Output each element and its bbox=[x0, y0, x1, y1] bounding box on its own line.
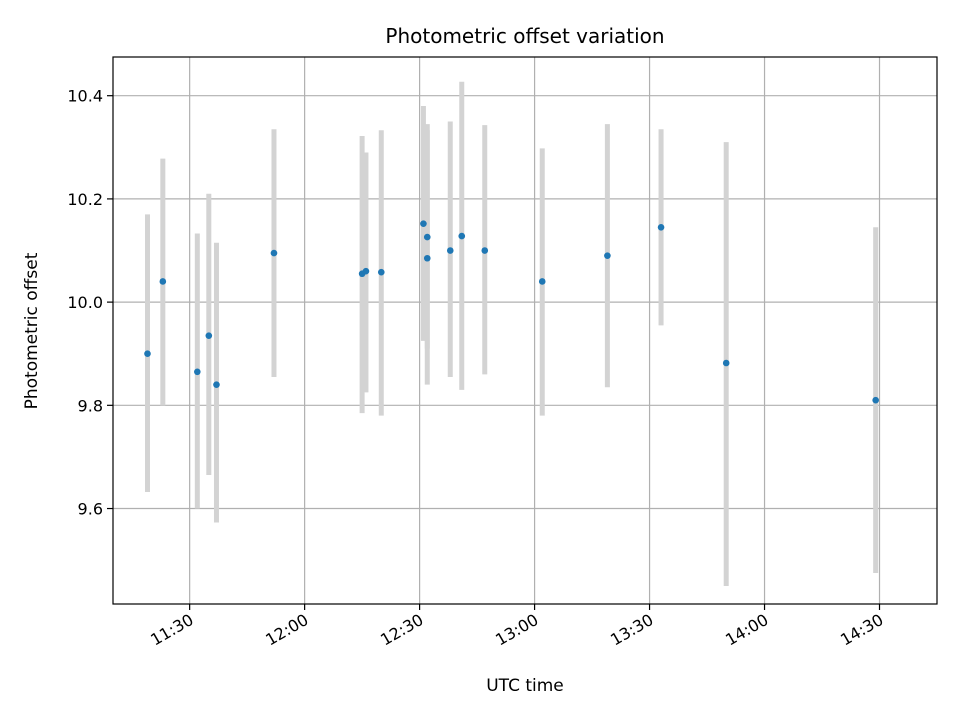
y-axis-title: Photometric offset bbox=[22, 252, 42, 409]
y-tick-label: 9.8 bbox=[78, 396, 103, 415]
data-point bbox=[377, 268, 385, 276]
x-tick-label: 14:30 bbox=[837, 610, 886, 650]
data-point bbox=[481, 247, 489, 254]
x-tick-label: 14:00 bbox=[722, 610, 771, 650]
data-point bbox=[722, 359, 730, 367]
data-point bbox=[362, 267, 370, 275]
y-tick-label: 10.2 bbox=[67, 190, 103, 209]
data-point bbox=[872, 396, 879, 404]
data-point bbox=[657, 223, 665, 231]
grid-layer bbox=[113, 57, 937, 604]
data-point bbox=[423, 254, 431, 262]
chart-title: Photometric offset variation bbox=[385, 24, 664, 48]
plot-area-frame bbox=[112, 56, 938, 605]
data-point bbox=[604, 252, 611, 259]
data-point bbox=[194, 368, 201, 376]
y-tick-label: 10.4 bbox=[67, 87, 103, 106]
data-point bbox=[205, 332, 213, 339]
data-point bbox=[270, 249, 278, 257]
data-point bbox=[446, 247, 454, 254]
x-tick-label: 12:30 bbox=[377, 610, 426, 650]
data-point-layer bbox=[144, 220, 879, 404]
y-tick-label: 9.6 bbox=[78, 500, 103, 519]
x-tick-label: 13:00 bbox=[492, 610, 541, 650]
data-point bbox=[159, 278, 167, 285]
data-point bbox=[458, 232, 466, 240]
data-point bbox=[420, 220, 427, 227]
y-tick-label: 10.0 bbox=[67, 293, 103, 312]
data-point bbox=[423, 233, 431, 241]
x-tick-label: 12:00 bbox=[262, 610, 311, 650]
data-point bbox=[538, 278, 546, 285]
data-point bbox=[144, 350, 151, 358]
errorbar-layer bbox=[144, 81, 879, 586]
x-tick-label: 13:30 bbox=[607, 610, 656, 650]
x-tick-label: 11:30 bbox=[147, 610, 196, 650]
data-point bbox=[213, 381, 220, 388]
x-axis-title: UTC time bbox=[486, 676, 564, 696]
